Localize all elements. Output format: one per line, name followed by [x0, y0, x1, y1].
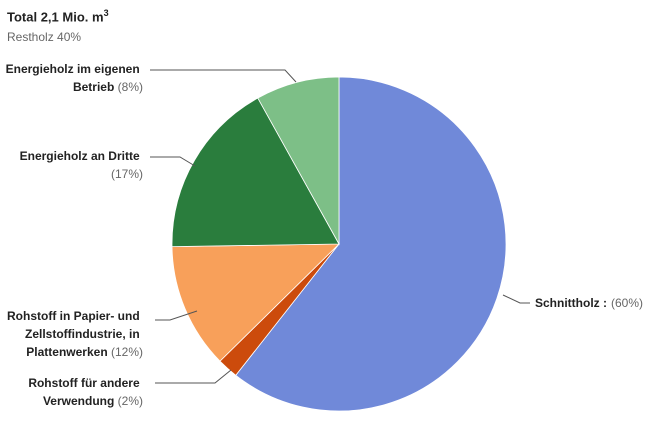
pie-slice-energieholz-eigen [257, 76, 340, 246]
leader-line-papier [155, 310, 198, 321]
leader-line-energieholz-eigen [150, 69, 297, 83]
pie-slice-energieholz-dritte [171, 97, 340, 248]
slice-label-schnittholz: Schnittholz : (60%) [535, 296, 643, 310]
slice-label-andere-verwendung: Rohstoff für andere Verwendung (2%) [28, 376, 143, 408]
leader-line-energieholz-dritte [150, 156, 196, 167]
chart-title: Total 2,1 Mio. m3 [7, 8, 109, 25]
slice-label-papier: Rohstoff in Papier- und Zellstoffindustr… [7, 309, 143, 359]
pie-slice-papier [171, 243, 340, 362]
leader-line-schnittholz [502, 294, 530, 304]
chart-subtitle: Restholz 40% [7, 30, 82, 44]
leader-line-andere-verwendung [155, 369, 232, 384]
pie-slice-schnittholz [235, 76, 507, 412]
slice-label-energieholz-eigen: Energieholz im eigenen Betrieb (8%) [6, 62, 143, 94]
slice-label-energieholz-dritte: Energieholz an Dritte (17%) [20, 149, 143, 181]
